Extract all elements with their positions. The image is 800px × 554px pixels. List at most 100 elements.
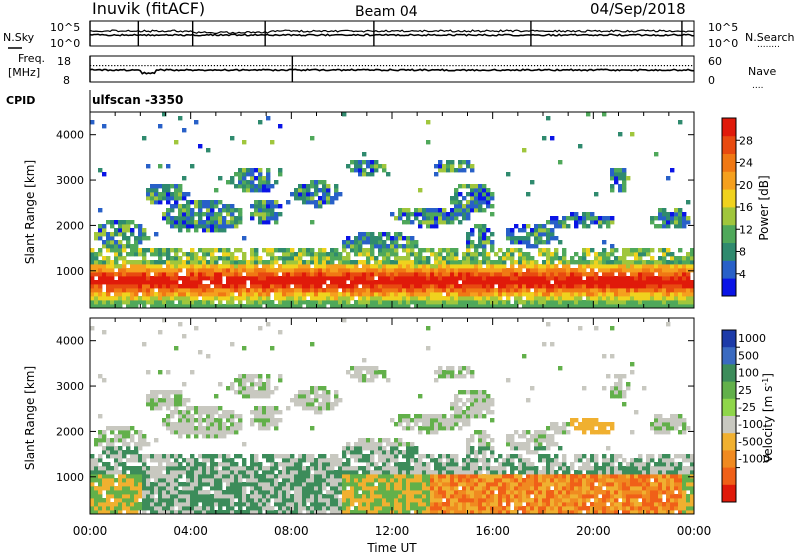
power-cell bbox=[414, 260, 419, 265]
power-cell bbox=[394, 236, 399, 241]
velocity-cell bbox=[498, 462, 503, 467]
power-cell bbox=[606, 216, 611, 221]
power-cell bbox=[118, 244, 123, 249]
velocity-cell bbox=[106, 446, 111, 451]
power-cell bbox=[202, 268, 207, 273]
velocity-cell bbox=[162, 510, 167, 515]
velocity-cell bbox=[186, 434, 191, 439]
power-cell bbox=[386, 172, 391, 177]
power-cell bbox=[486, 188, 491, 193]
power-cell bbox=[154, 264, 159, 269]
velocity-cell bbox=[218, 434, 223, 439]
power-cell bbox=[490, 232, 495, 237]
power-cell bbox=[374, 268, 379, 273]
power-cell bbox=[634, 288, 639, 293]
velocity-cell bbox=[398, 438, 403, 443]
cpid-label: CPID bbox=[6, 94, 35, 107]
velocity-cell bbox=[434, 426, 439, 431]
velocity-cell bbox=[250, 454, 255, 459]
velocity-cell bbox=[386, 454, 391, 459]
power-cell bbox=[422, 292, 427, 297]
power-cell bbox=[318, 180, 323, 185]
velocity-cell bbox=[158, 502, 163, 507]
power-cell bbox=[682, 280, 687, 285]
velocity-cell bbox=[90, 474, 95, 479]
power-cell bbox=[462, 252, 467, 257]
power-cell bbox=[426, 216, 431, 221]
power-cell bbox=[514, 296, 519, 301]
power-cell bbox=[502, 256, 507, 261]
velocity-cell bbox=[158, 406, 163, 411]
velocity-cell bbox=[450, 494, 455, 499]
power-cell bbox=[326, 276, 331, 281]
velocity-cell bbox=[190, 430, 195, 435]
velocity-cell bbox=[310, 402, 315, 407]
power-cell bbox=[314, 264, 319, 269]
power-cell bbox=[690, 300, 695, 305]
velocity-cell bbox=[350, 470, 355, 475]
velocity-cell bbox=[506, 478, 511, 483]
power-cell bbox=[126, 260, 131, 265]
velocity-cell bbox=[126, 510, 131, 515]
power-cell bbox=[422, 304, 427, 309]
power-cell bbox=[422, 220, 427, 225]
power-cell bbox=[634, 268, 639, 273]
power-cell bbox=[190, 208, 195, 213]
power-cell bbox=[302, 184, 307, 189]
power-cell bbox=[610, 304, 615, 309]
power-cell bbox=[474, 304, 479, 309]
velocity-cell bbox=[474, 394, 479, 399]
velocity-cell bbox=[214, 486, 219, 491]
power-cell bbox=[642, 280, 647, 285]
velocity-cell bbox=[286, 462, 291, 467]
power-cell bbox=[230, 292, 235, 297]
power-cell bbox=[438, 216, 443, 221]
power-cell bbox=[622, 280, 627, 285]
velocity-cell bbox=[426, 470, 431, 475]
velocity-cell bbox=[482, 406, 487, 411]
power-cell bbox=[646, 252, 651, 257]
velocity-cell bbox=[170, 486, 175, 491]
power-cell bbox=[630, 252, 635, 257]
velocity-cell bbox=[198, 462, 203, 467]
velocity-cell bbox=[158, 470, 163, 475]
power-cell bbox=[574, 276, 579, 281]
power-cell bbox=[398, 288, 403, 293]
power-cell bbox=[426, 272, 431, 277]
velocity-cell bbox=[142, 474, 147, 479]
velocity-cell bbox=[322, 406, 327, 411]
velocity-cell bbox=[386, 450, 391, 455]
power-cell bbox=[566, 292, 571, 297]
velocity-cell bbox=[398, 474, 403, 479]
power-cell bbox=[242, 256, 247, 261]
power-cell bbox=[142, 284, 147, 289]
power-cell bbox=[298, 300, 303, 305]
velocity-cell bbox=[410, 506, 415, 511]
velocity-cell bbox=[274, 478, 279, 483]
power-cell bbox=[474, 280, 479, 285]
velocity-cell bbox=[310, 474, 315, 479]
power-cell bbox=[406, 244, 411, 249]
power-cell bbox=[318, 264, 323, 269]
velocity-cell bbox=[494, 470, 499, 475]
velocity-cell bbox=[398, 482, 403, 487]
power-cell bbox=[186, 192, 191, 197]
velocity-cell bbox=[342, 462, 347, 467]
velocity-cell bbox=[306, 398, 311, 403]
power-cell bbox=[322, 280, 327, 285]
velocity-cell bbox=[250, 466, 255, 471]
power-cell bbox=[362, 288, 367, 293]
velocity-cell bbox=[242, 378, 247, 383]
power-cell bbox=[426, 256, 431, 261]
power-cell bbox=[522, 280, 527, 285]
power-cell bbox=[138, 272, 143, 277]
velocity-cell bbox=[258, 466, 263, 471]
power-cell bbox=[206, 264, 211, 269]
velocity-cell bbox=[378, 494, 383, 499]
velocity-cell bbox=[458, 366, 463, 371]
velocity-cell bbox=[166, 426, 171, 431]
velocity-cell bbox=[402, 490, 407, 495]
power-cell bbox=[430, 216, 435, 221]
power-cell bbox=[138, 296, 143, 301]
power-cell bbox=[466, 204, 471, 209]
